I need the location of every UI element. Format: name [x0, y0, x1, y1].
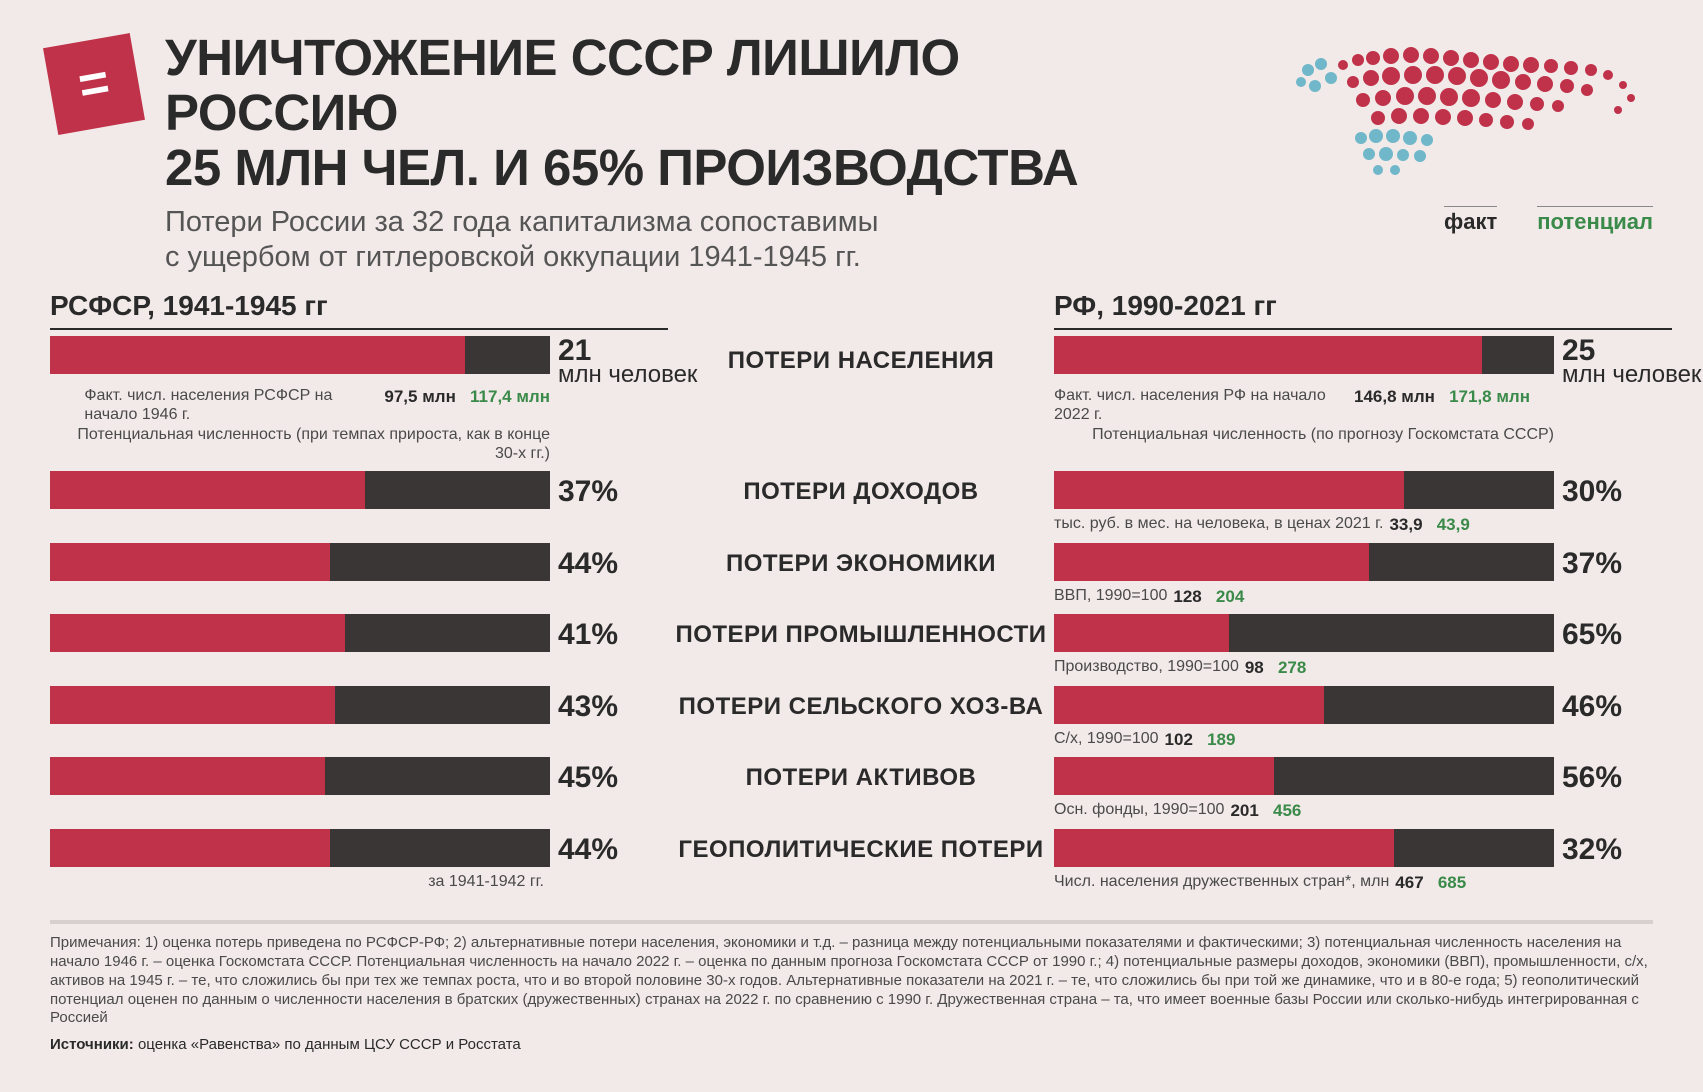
right-bar-row-5 — [1054, 757, 1554, 799]
page-title: УНИЧТОЖЕНИЕ СССР ЛИШИЛО РОССИЮ 25 МЛН ЧЕ… — [165, 30, 1205, 195]
right-bar-row-6 — [1054, 829, 1554, 871]
left-bar-row-5 — [50, 757, 550, 799]
left-detail-3 — [50, 656, 550, 686]
comparison-grid: РСФСР, 1941-1945 гг РФ, 1990-2021 гг 21м… — [50, 290, 1653, 900]
category-label-1: ПОТЕРИ ДОХОДОВ — [676, 471, 1046, 513]
right-column-title: РФ, 1990-2021 гг — [1054, 290, 1672, 330]
category-label-0: ПОТЕРИ НАСЕЛЕНИЯ — [676, 336, 1046, 386]
category-label-2: ПОТЕРИ ЭКОНОМИКИ — [676, 543, 1046, 585]
left-value-5: 45% — [558, 757, 668, 799]
right-value-5: 56% — [1562, 757, 1672, 799]
left-detail-6: за 1941-1942 гг. — [50, 871, 550, 901]
right-value-0: 25млн человек — [1562, 336, 1672, 386]
right-bar-row-3 — [1054, 614, 1554, 656]
right-bar-row-0 — [1054, 336, 1554, 378]
page-subtitle: Потери России за 32 года капитализма соп… — [165, 205, 1205, 275]
left-bar-row-6 — [50, 829, 550, 871]
logo-icon: = — [50, 40, 140, 130]
right-detail-2: ВВП, 1990=100128 204 — [1054, 585, 1554, 615]
left-value-3: 41% — [558, 614, 668, 656]
left-detail-5 — [50, 799, 550, 829]
legend-fact-label: факт — [1444, 206, 1497, 235]
map-legend: факт потенциал — [1444, 206, 1653, 235]
right-bar-row-1 — [1054, 471, 1554, 513]
right-detail-6: Числ. населения дружественных стран*, мл… — [1054, 871, 1554, 901]
russia-map-icon — [1273, 20, 1653, 190]
left-detail-2 — [50, 585, 550, 615]
left-value-6: 44% — [558, 829, 668, 871]
right-value-3: 65% — [1562, 614, 1672, 656]
right-value-2: 37% — [1562, 543, 1672, 585]
left-bar-row-3 — [50, 614, 550, 656]
right-detail-4: С/х, 1990=100102 189 — [1054, 728, 1554, 758]
map-illustration: факт потенциал — [1273, 20, 1653, 230]
right-detail-5: Осн. фонды, 1990=100201 456 — [1054, 799, 1554, 829]
left-value-2: 44% — [558, 543, 668, 585]
left-value-4: 43% — [558, 686, 668, 728]
left-bar-row-4 — [50, 686, 550, 728]
left-value-0: 21млн человек — [558, 336, 668, 386]
category-label-6: ГЕОПОЛИТИЧЕСКИЕ ПОТЕРИ — [676, 829, 1046, 871]
right-detail-0: Факт. числ. населения РФ на начало 2022 … — [1054, 385, 1554, 471]
left-bar-row-0 — [50, 336, 550, 378]
right-value-1: 30% — [1562, 471, 1672, 513]
right-detail-3: Производство, 1990=10098 278 — [1054, 656, 1554, 686]
right-value-6: 32% — [1562, 829, 1672, 871]
left-detail-0: Факт. числ. населения РСФСР на начало 19… — [50, 385, 550, 471]
category-label-3: ПОТЕРИ ПРОМЫШЛЕННОСТИ — [676, 614, 1046, 656]
header-text: УНИЧТОЖЕНИЕ СССР ЛИШИЛО РОССИЮ 25 МЛН ЧЕ… — [165, 30, 1205, 275]
right-detail-1: тыс. руб. в мес. на человека, в ценах 20… — [1054, 513, 1554, 543]
category-label-5: ПОТЕРИ АКТИВОВ — [676, 757, 1046, 799]
right-bar-row-2 — [1054, 543, 1554, 585]
left-column-title: РСФСР, 1941-1945 гг — [50, 290, 668, 330]
left-bar-row-2 — [50, 543, 550, 585]
left-bar-row-1 — [50, 471, 550, 513]
left-detail-4 — [50, 728, 550, 758]
footnotes: Примечания: 1) оценка потерь приведена п… — [50, 920, 1653, 1028]
left-detail-1 — [50, 513, 550, 543]
category-label-4: ПОТЕРИ СЕЛЬСКОГО ХОЗ-ВА — [676, 686, 1046, 728]
sources: Источники: оценка «Равенства» по данным … — [50, 1036, 1653, 1053]
right-value-4: 46% — [1562, 686, 1672, 728]
legend-potential-label: потенциал — [1537, 206, 1653, 235]
right-bar-row-4 — [1054, 686, 1554, 728]
left-value-1: 37% — [558, 471, 668, 513]
